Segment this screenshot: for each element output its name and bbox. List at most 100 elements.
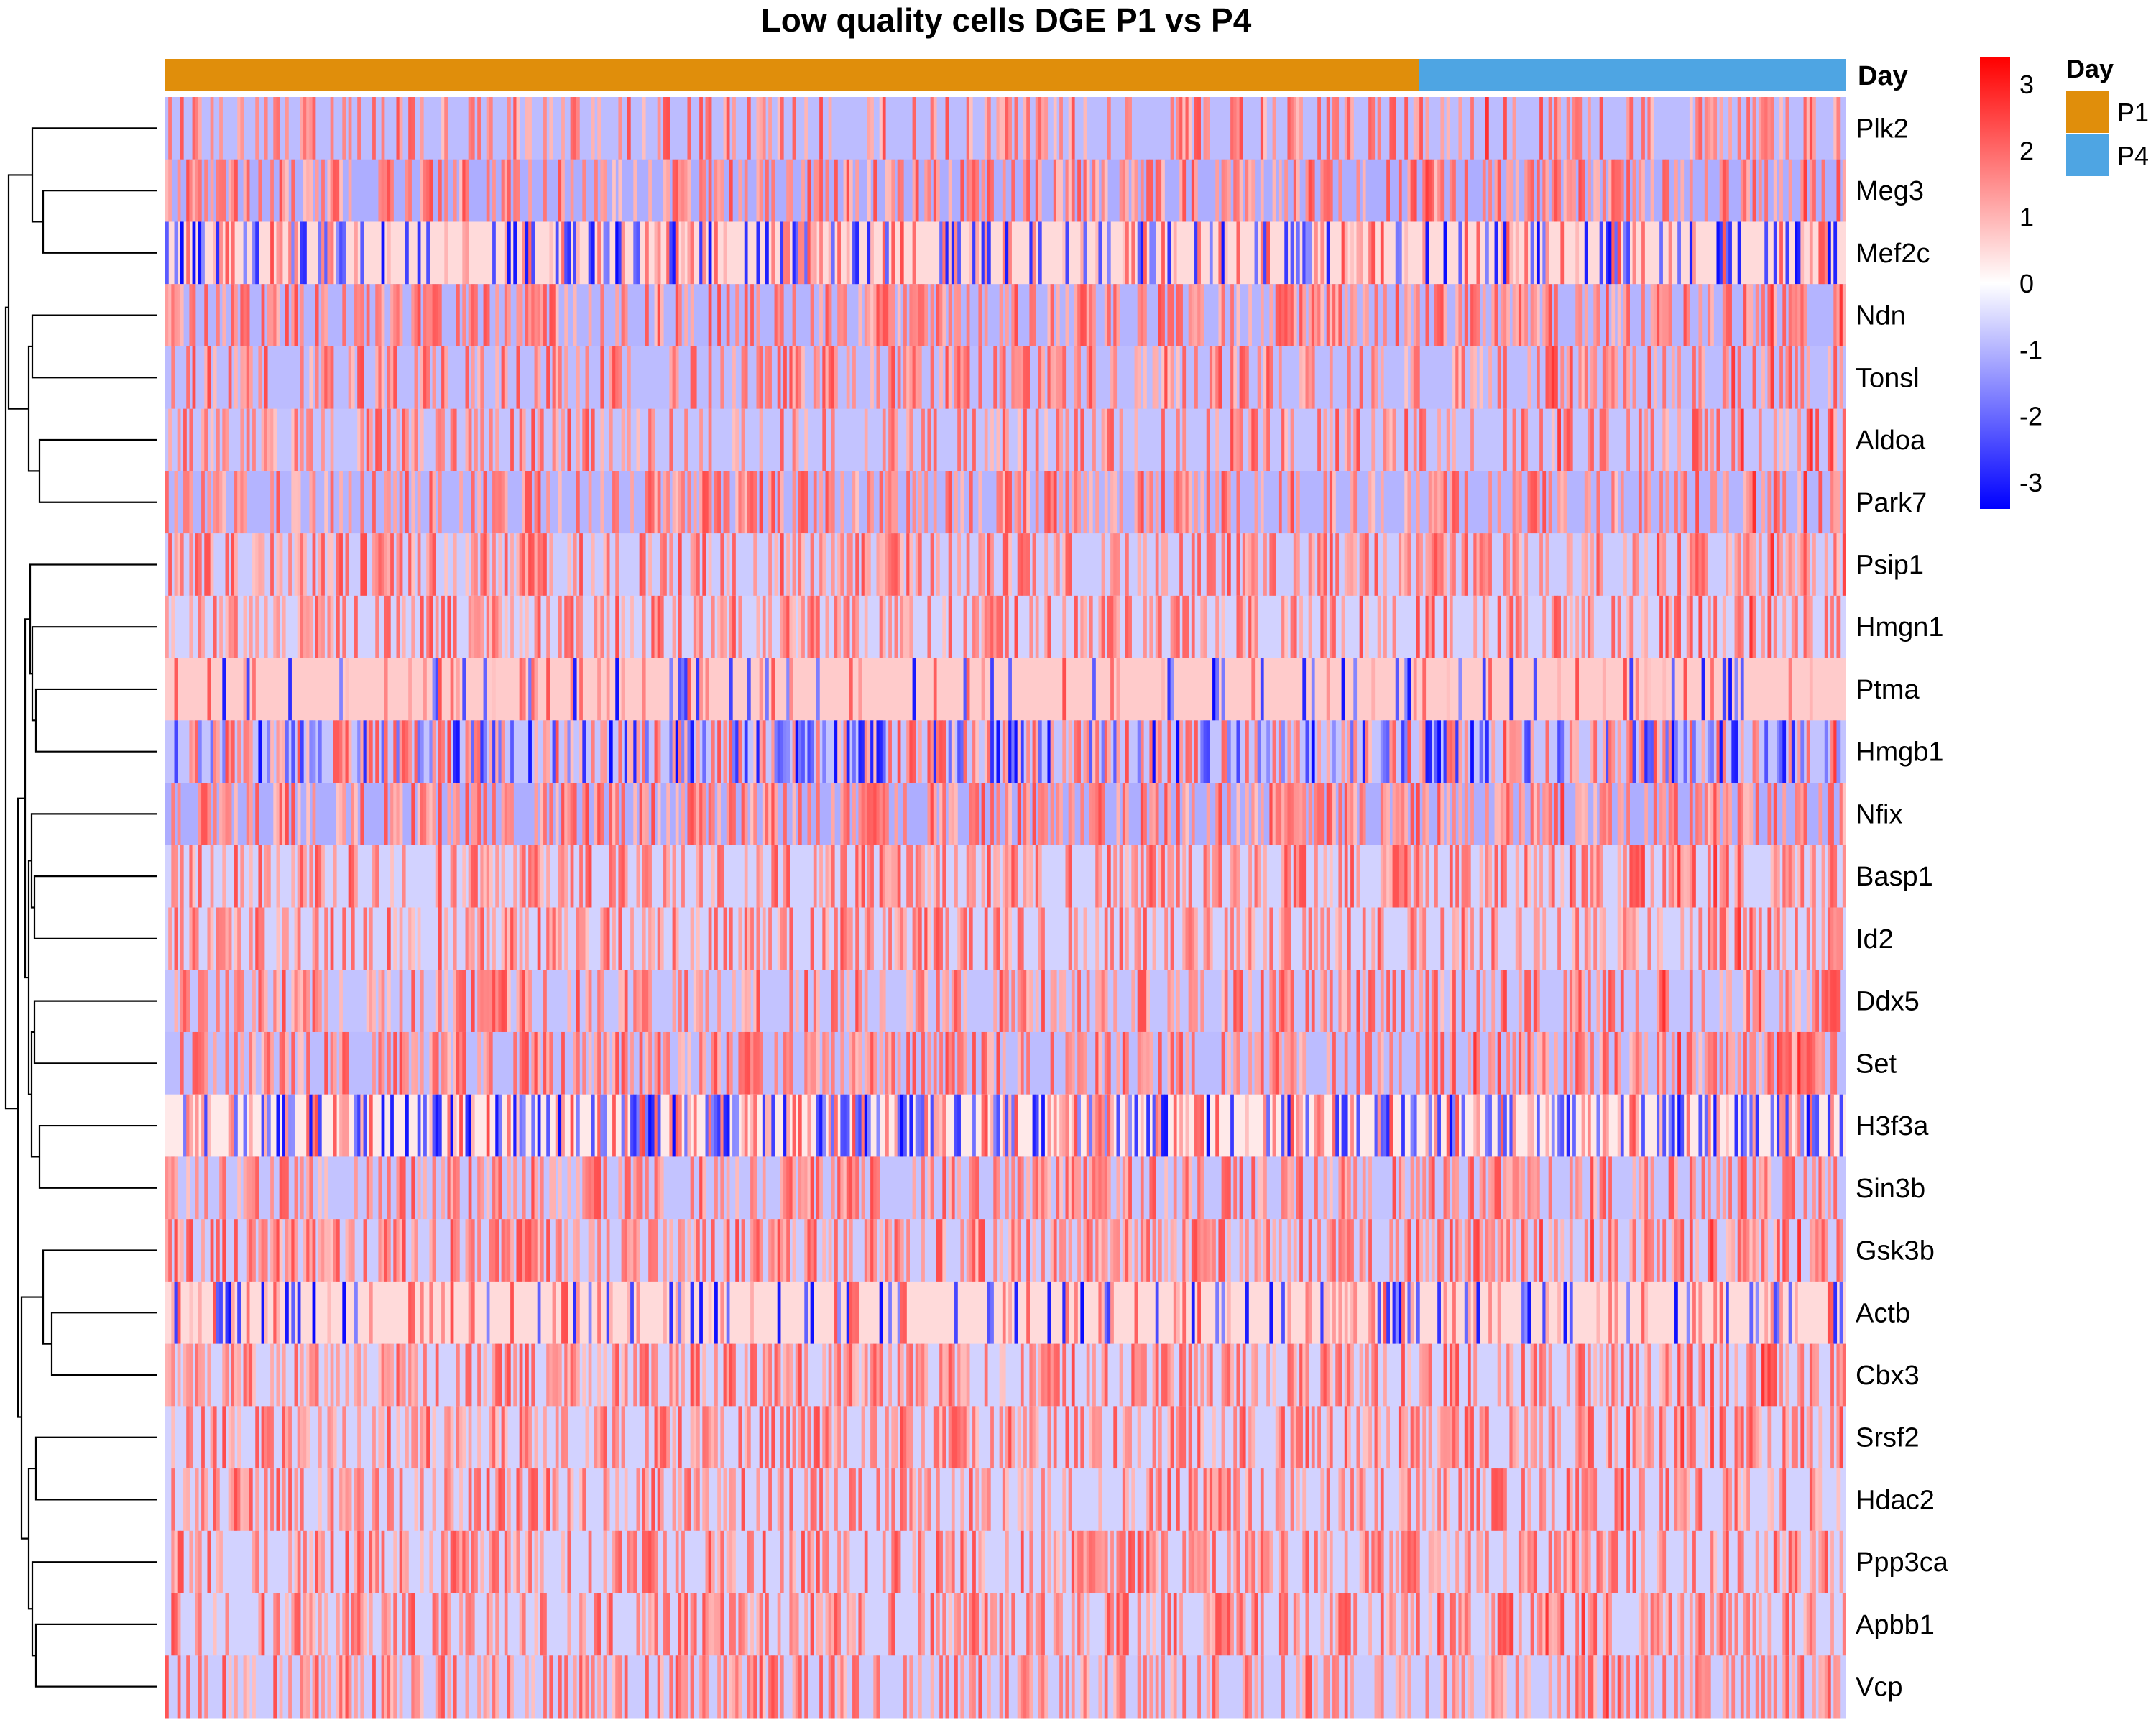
- heatmap-cell: [1170, 658, 1174, 721]
- heatmap-cell: [369, 408, 373, 472]
- heatmap-cell: [1557, 471, 1561, 534]
- heatmap-cell: [918, 533, 922, 597]
- heatmap-cell: [213, 471, 217, 534]
- heatmap-cell: [693, 471, 697, 534]
- heatmap-cell: [444, 97, 448, 160]
- heatmap-cell: [912, 720, 916, 783]
- heatmap-cell: [1743, 1031, 1747, 1095]
- heatmap-cell: [1128, 595, 1132, 659]
- heatmap-cell: [201, 471, 205, 534]
- heatmap-cell: [1203, 845, 1207, 908]
- heatmap-cell: [900, 1281, 904, 1345]
- heatmap-cell: [1107, 1156, 1111, 1220]
- heatmap-cell: [1341, 221, 1345, 285]
- heatmap-cell: [1578, 346, 1583, 410]
- heatmap-cell: [1470, 408, 1474, 472]
- heatmap-cell: [519, 284, 523, 347]
- heatmap-cell: [1263, 907, 1267, 970]
- heatmap-cell: [294, 471, 298, 534]
- heatmap-cell: [807, 1031, 811, 1095]
- heatmap-cell: [1521, 284, 1525, 347]
- heatmap-cell: [1737, 845, 1741, 908]
- heatmap-cell: [480, 346, 484, 410]
- heatmap-cell: [1455, 1094, 1460, 1157]
- heatmap-cell: [321, 221, 325, 285]
- heatmap-cell: [1800, 1031, 1805, 1095]
- heatmap-cell: [1098, 1094, 1102, 1157]
- heatmap-cell: [540, 533, 544, 597]
- heatmap-cell: [846, 720, 850, 783]
- heatmap-cell: [717, 159, 721, 222]
- heatmap-cell: [1173, 471, 1177, 534]
- heatmap-cell: [1530, 720, 1534, 783]
- heatmap-cell: [987, 1031, 991, 1095]
- heatmap-cell: [1485, 595, 1489, 659]
- heatmap-cell: [489, 720, 493, 783]
- heatmap-cell: [996, 97, 1000, 160]
- heatmap-cell: [1782, 845, 1787, 908]
- heatmap-cell: [1170, 970, 1174, 1033]
- heatmap-cell: [276, 284, 280, 347]
- heatmap-cell: [1143, 783, 1147, 846]
- heatmap-cell: [999, 346, 1003, 410]
- heatmap-cell: [429, 1281, 433, 1345]
- heatmap-cell: [243, 1094, 247, 1157]
- heatmap-cell: [396, 595, 400, 659]
- heatmap-cell: [1185, 1219, 1189, 1282]
- heatmap-cell: [408, 658, 412, 721]
- heatmap-cell: [1023, 845, 1027, 908]
- heatmap-cell: [672, 1094, 676, 1157]
- heatmap-cell: [984, 595, 988, 659]
- heatmap-cell: [597, 783, 601, 846]
- heatmap-cell: [546, 1031, 550, 1095]
- heatmap-cell: [402, 595, 406, 659]
- heatmap-cell: [219, 1156, 223, 1220]
- heatmap-cell: [981, 1094, 985, 1157]
- heatmap-cell: [1467, 1031, 1471, 1095]
- heatmap-cell: [1773, 845, 1777, 908]
- heatmap-cell: [981, 533, 985, 597]
- heatmap-cell: [957, 284, 961, 347]
- heatmap-cell: [1119, 845, 1123, 908]
- heatmap-cell: [1101, 1094, 1105, 1157]
- heatmap-cell: [1209, 1219, 1213, 1282]
- heatmap-cell: [921, 970, 925, 1033]
- heatmap-cell: [1122, 221, 1126, 285]
- heatmap-cell: [372, 970, 376, 1033]
- heatmap-cell: [327, 533, 331, 597]
- heatmap-cell: [1107, 845, 1111, 908]
- heatmap-cell: [465, 720, 469, 783]
- heatmap-cell: [264, 970, 268, 1033]
- heatmap-cell: [267, 1031, 271, 1095]
- heatmap-cell: [1002, 533, 1006, 597]
- heatmap-cell: [474, 845, 478, 908]
- heatmap-cell: [696, 658, 700, 721]
- heatmap-cell: [747, 658, 751, 721]
- heatmap-cell: [822, 1031, 826, 1095]
- heatmap-cell: [1569, 970, 1573, 1033]
- heatmap-cell: [1422, 159, 1427, 222]
- heatmap-cell: [534, 284, 538, 347]
- heatmap-cell: [612, 471, 616, 534]
- heatmap-cell: [1524, 845, 1529, 908]
- heatmap-cell: [1365, 533, 1369, 597]
- heatmap-cell: [192, 346, 196, 410]
- heatmap-cell: [1026, 97, 1030, 160]
- heatmap-cell: [870, 221, 874, 285]
- heatmap-cell: [531, 221, 535, 285]
- heatmap-cell: [234, 845, 238, 908]
- heatmap-cell: [708, 408, 712, 472]
- heatmap-cell: [1095, 1156, 1100, 1220]
- heatmap-cell: [1392, 1156, 1396, 1220]
- heatmap-cell: [1032, 720, 1036, 783]
- heatmap-cell: [324, 284, 328, 347]
- heatmap-cell: [1485, 1219, 1489, 1282]
- heatmap-cell: [870, 346, 874, 410]
- heatmap-cell: [1596, 284, 1600, 347]
- heatmap-cell: [468, 1156, 472, 1220]
- heatmap-cell: [309, 1156, 313, 1220]
- heatmap-cell: [435, 1031, 439, 1095]
- heatmap-cell: [750, 1094, 754, 1157]
- heatmap-cell: [1752, 346, 1756, 410]
- heatmap-cell: [204, 346, 208, 410]
